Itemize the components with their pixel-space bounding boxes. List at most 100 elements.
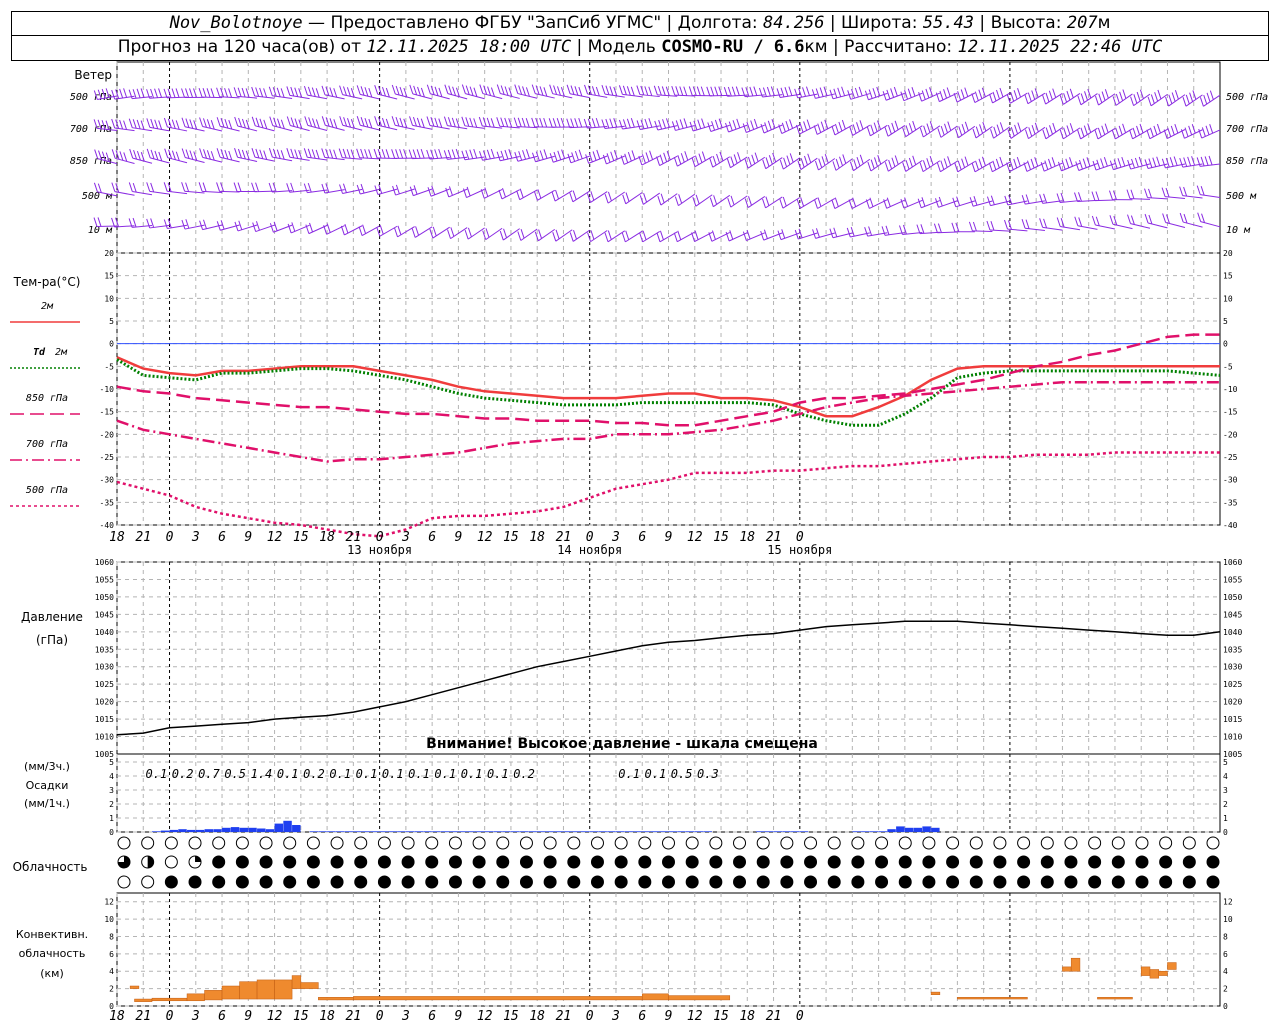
cloud-fill-full [757, 856, 770, 868]
wind-barb-shaft [1094, 199, 1115, 202]
wind-barb-feather [803, 121, 808, 131]
wind-barb-feather [290, 117, 295, 127]
wind-barb-feather [636, 120, 641, 130]
precip-bar [756, 831, 765, 832]
wind-barb-feather [167, 218, 172, 228]
wind-barb-feather [864, 90, 869, 100]
wind-barb-feather [760, 230, 765, 241]
wind-barb-feather [350, 149, 355, 159]
wind-barb-feather [794, 229, 799, 240]
pressure-unit: (гПа) [36, 633, 68, 647]
wind-barb-feather [1039, 194, 1044, 204]
cloud-fill-full [662, 876, 675, 888]
wind-barb-feather [817, 197, 822, 207]
y-tick-right: 1020 [1223, 698, 1242, 707]
wind-barb-feather [938, 196, 943, 207]
wind-barb-feather [613, 86, 618, 97]
wind-barb-feather [935, 92, 940, 102]
wind-barb-feather [238, 220, 243, 230]
temp-time-ticks: 18 21 0 3 6 9 12 15 18 21 0 3 6 9 12 15 18 21 0 3 6 9 12 15 18 21… [109, 530, 804, 545]
precip-bar [589, 831, 599, 832]
wind-barb-feather [269, 223, 274, 233]
wind-barb-feather [849, 126, 854, 136]
wind-barb-feather [535, 85, 540, 95]
wind-barb-feather [805, 86, 810, 96]
wind-barb-feather [252, 222, 257, 232]
wind-barb-feather [216, 221, 221, 231]
wind-barb-feather [591, 86, 596, 96]
wind-barb-feather [479, 84, 484, 94]
wind-barb-feather [908, 157, 913, 168]
wind-barb-feather [181, 182, 186, 192]
wind-barb-feather [395, 116, 400, 127]
time-tick-label: 12 [477, 530, 493, 545]
latitude-label: | Широта: [824, 13, 923, 33]
y-tick-right: -30 [1223, 476, 1238, 485]
wind-barb-feather [465, 85, 470, 95]
wind-barb-shaft [184, 126, 205, 132]
wind-barb-feather [758, 87, 763, 98]
wind-barb-feather [555, 229, 560, 240]
wind-barb-feather [680, 153, 685, 163]
wind-barb-feather [1111, 129, 1116, 140]
wind-barb-shaft [1062, 127, 1081, 140]
cloud-fill-partial [195, 856, 202, 862]
wind-barb-feather [385, 118, 390, 129]
wind-barb-feather [566, 118, 571, 128]
cloud-circle-outline [662, 836, 675, 850]
y-tick-left: 1020 [95, 698, 114, 707]
precip-bar [563, 831, 572, 832]
wind-barb-feather [560, 87, 565, 97]
wind-barb-feather [1165, 187, 1170, 198]
wind-barb-shaft [254, 190, 275, 193]
wind-barb-feather [146, 182, 151, 192]
wind-barb-feather [94, 149, 99, 159]
wind-barb-shaft [604, 93, 625, 98]
precip-3h-value: 0.1 [618, 767, 640, 781]
y-tick-right: 1035 [1223, 645, 1242, 654]
wind-barb-feather [241, 118, 246, 129]
wind-barb-feather [1127, 214, 1131, 224]
wind-barb-feather [198, 182, 203, 192]
convective-bar [291, 975, 302, 989]
precip-bar [213, 829, 222, 832]
wind-barb-feather [255, 221, 260, 231]
calc-time: 12.11.2025 22:46 UTC [957, 37, 1163, 57]
precip-grid [116, 754, 1221, 832]
wind-barb-feather [325, 86, 330, 96]
wind-barb-feather [578, 86, 583, 97]
wind-barb-feather [451, 117, 456, 128]
wind-barb-feather [490, 87, 495, 97]
wind-barb-shaft [377, 124, 398, 131]
wind-barb-feather [1006, 162, 1011, 172]
wind-barb-feather [820, 121, 825, 131]
wind-barb-feather [648, 118, 653, 128]
wind-barb-feather [937, 223, 942, 233]
wind-barb-feather [898, 225, 903, 235]
wind-barb-feather [574, 150, 579, 161]
y-tick-left: 8 [109, 932, 114, 941]
precip-bar [379, 831, 389, 832]
wind-barb-feather [1209, 90, 1214, 100]
wind-barb-feather [622, 194, 627, 204]
cloud-fill-full [236, 876, 249, 888]
wind-barb-feather [957, 91, 962, 101]
wind-barb-feather [233, 87, 238, 97]
time-tick-label: 15 [713, 530, 729, 545]
time-tick-label: 18 [529, 530, 545, 545]
cloud-circle-outline [851, 836, 865, 850]
wind-barb-feather [904, 197, 909, 207]
wind-barb-feather [1171, 92, 1176, 102]
time-tick-label: 18 [739, 1009, 755, 1024]
wind-barb-feather [203, 149, 207, 159]
legend-label: 850 гПа [26, 393, 68, 404]
cloud-fill-full [1112, 856, 1125, 868]
wind-barb-shaft [783, 157, 801, 170]
precip-bar [528, 831, 537, 832]
wind-barb-feather [498, 189, 503, 200]
cloud-circle-outline [1182, 836, 1196, 850]
precip-3h-value: 0.1 [645, 767, 667, 781]
wind-barb-feather [241, 87, 246, 98]
wind-barb-feather [315, 149, 320, 160]
wind-barbs-2 [94, 148, 1221, 173]
